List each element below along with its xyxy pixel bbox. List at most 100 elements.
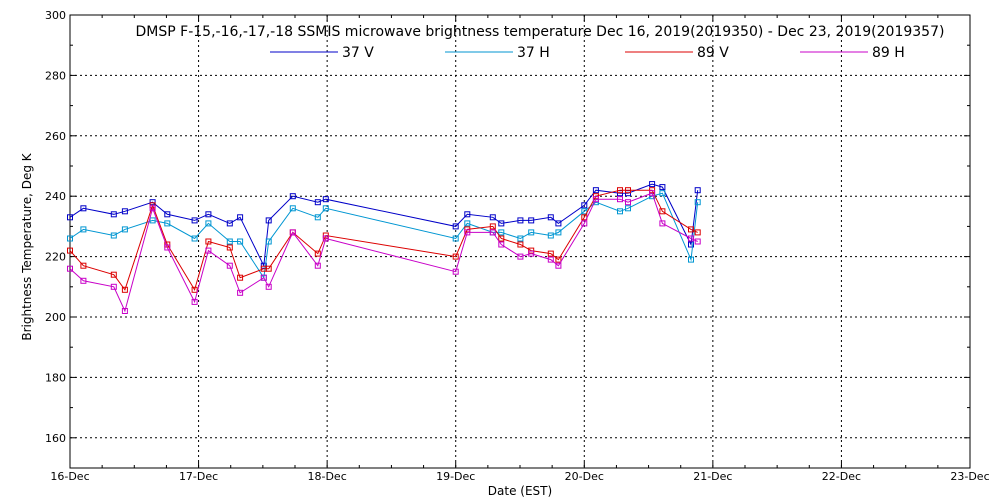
data-point xyxy=(314,199,321,206)
data-point xyxy=(694,199,701,206)
legend-label-1: 37 H xyxy=(517,45,550,61)
x-axis-title: Date (EST) xyxy=(488,484,552,498)
data-point xyxy=(121,286,128,293)
y-tick-label: 180 xyxy=(45,371,66,384)
data-point xyxy=(191,235,198,242)
data-point xyxy=(314,214,321,221)
data-point xyxy=(110,232,117,239)
data-point xyxy=(517,235,524,242)
data-point xyxy=(191,286,198,293)
x-tick-label: 20-Dec xyxy=(565,470,604,483)
data-point xyxy=(205,238,212,245)
data-point xyxy=(694,187,701,194)
data-point xyxy=(517,253,524,260)
data-point xyxy=(547,232,554,239)
chart-title: DMSP F-15,-16,-17,-18 SSMIS microwave br… xyxy=(136,24,945,40)
data-point xyxy=(265,265,272,272)
data-point xyxy=(464,220,471,227)
data-point xyxy=(289,193,296,200)
data-point xyxy=(237,289,244,296)
data-point xyxy=(164,211,171,218)
data-point xyxy=(688,256,694,263)
data-point xyxy=(625,187,631,194)
data-point xyxy=(659,220,666,227)
data-point xyxy=(110,283,117,290)
data-point xyxy=(289,229,296,236)
data-point xyxy=(260,274,267,281)
data-point xyxy=(265,238,272,245)
data-point xyxy=(581,220,588,227)
data-point xyxy=(625,205,631,212)
data-point xyxy=(149,217,156,224)
data-point xyxy=(110,211,117,218)
data-point xyxy=(555,229,562,236)
data-point xyxy=(649,190,656,197)
data-point xyxy=(617,187,623,194)
data-point xyxy=(688,235,694,242)
series-line-1 xyxy=(69,192,699,280)
data-point xyxy=(694,238,701,245)
data-point xyxy=(226,262,233,269)
data-point xyxy=(464,229,471,236)
data-point xyxy=(659,190,666,197)
x-tick-label: 23-Dec xyxy=(950,470,989,483)
data-point xyxy=(67,214,73,221)
data-point xyxy=(617,208,623,215)
data-point xyxy=(80,262,87,269)
data-point xyxy=(528,217,535,224)
data-point xyxy=(322,205,329,212)
data-point xyxy=(80,205,87,212)
x-tick-label: 17-Dec xyxy=(179,470,218,483)
data-point xyxy=(592,196,599,203)
legend-label-2: 89 V xyxy=(697,45,729,61)
legend-label-3: 89 H xyxy=(872,45,905,61)
data-point xyxy=(110,271,117,278)
data-point xyxy=(164,220,171,227)
y-axis-title: Brightness Temperature, Deg K xyxy=(20,152,34,340)
data-point xyxy=(489,223,496,230)
data-point xyxy=(581,202,588,209)
data-point xyxy=(555,262,562,269)
data-point xyxy=(625,199,631,206)
data-point xyxy=(67,247,73,254)
y-tick-label: 240 xyxy=(45,190,66,203)
axis-layer: 160 180 200 220 240 260 280 300 16-Dec 17-Dec 18-D… xyxy=(45,9,990,483)
data-point xyxy=(322,196,329,203)
data-point xyxy=(205,220,212,227)
data-point xyxy=(121,308,128,314)
data-point xyxy=(528,250,535,257)
data-point xyxy=(528,229,535,236)
data-point xyxy=(659,184,666,191)
data-point xyxy=(617,196,623,203)
y-tick-label: 220 xyxy=(45,251,66,264)
data-point xyxy=(265,217,272,224)
data-point xyxy=(314,250,321,257)
data-point xyxy=(67,235,73,242)
data-point xyxy=(688,241,694,248)
data-point xyxy=(452,235,459,242)
data-point xyxy=(489,229,496,236)
x-tick-label: 22-Dec xyxy=(822,470,861,483)
data-point xyxy=(592,187,599,194)
data-point xyxy=(555,256,562,263)
x-tick-label: 19-Dec xyxy=(436,470,475,483)
data-point xyxy=(498,235,505,242)
y-tick-label: 160 xyxy=(45,432,66,445)
data-point xyxy=(322,235,329,242)
data-point xyxy=(121,226,128,233)
data-point xyxy=(464,211,471,218)
data-point xyxy=(452,268,459,275)
y-tick-label: 300 xyxy=(45,9,66,22)
data-point xyxy=(694,229,701,236)
y-tick-label: 200 xyxy=(45,311,66,324)
data-point xyxy=(80,226,87,233)
data-point xyxy=(237,274,244,281)
data-point xyxy=(205,247,212,254)
data-point xyxy=(498,220,505,227)
data-point xyxy=(149,205,156,212)
data-point xyxy=(547,214,554,221)
data-point xyxy=(80,277,87,284)
data-point xyxy=(649,181,656,188)
